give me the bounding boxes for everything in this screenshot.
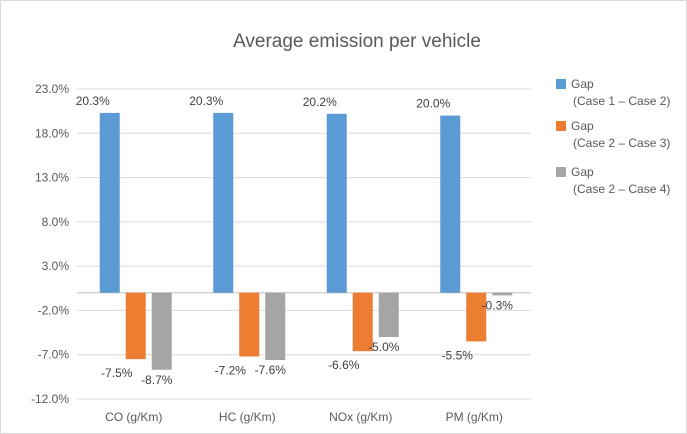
x-axis-labels: CO (g/Km) HC (g/Km) NOx (g/Km) PM (g/Km) xyxy=(105,410,503,424)
legend-label: (Case 2 – Case 3) xyxy=(573,136,670,150)
bar xyxy=(440,115,461,293)
x-tick-label: HC (g/Km) xyxy=(219,410,276,424)
data-labels: 20.3% -7.5% -8.7% 20.3% -7.2% -7.6% 20.2% -6.6%… xyxy=(76,94,514,387)
legend-label: (Case 1 – Case 2) xyxy=(573,94,670,108)
data-label: -0.3% xyxy=(482,298,514,312)
legend-swatch xyxy=(556,121,566,131)
data-label: 20.2% xyxy=(303,95,337,109)
y-tick-label: 8.0% xyxy=(42,215,70,229)
data-label: 20.3% xyxy=(76,94,110,108)
y-axis: 23.0% 18.0% 13.0% 8.0% 3.0% -2.0% -7.0% -12.0% xyxy=(31,82,531,406)
data-label: -7.5% xyxy=(101,366,133,380)
y-tick-label: 13.0% xyxy=(35,171,69,185)
data-label: 20.3% xyxy=(189,94,223,108)
data-label: -6.6% xyxy=(328,358,360,372)
bar xyxy=(326,113,347,293)
x-tick-label: NOx (g/Km) xyxy=(329,410,392,424)
bar xyxy=(492,292,513,296)
y-tick-label: 18.0% xyxy=(35,126,69,140)
bar xyxy=(239,292,260,357)
y-tick-label: -12.0% xyxy=(31,392,69,406)
legend: Gap (Case 1 – Case 2) Gap (Case 2 – Case 3)… xyxy=(556,77,670,196)
bar xyxy=(466,292,487,342)
legend-swatch xyxy=(556,79,566,89)
data-label: -8.7% xyxy=(141,373,173,387)
data-label: -7.2% xyxy=(215,363,247,377)
data-label: -5.0% xyxy=(368,340,400,354)
bar xyxy=(125,292,146,360)
legend-swatch xyxy=(556,167,566,177)
y-tick-label: 23.0% xyxy=(35,82,69,96)
bar xyxy=(352,292,373,352)
y-tick-label: -7.0% xyxy=(38,348,70,362)
data-label: -5.5% xyxy=(442,348,474,362)
data-label: -7.6% xyxy=(255,363,287,377)
legend-label: Gap xyxy=(571,119,594,133)
bar xyxy=(213,112,234,293)
y-tick-label: -2.0% xyxy=(38,303,70,317)
data-label: 20.0% xyxy=(416,97,450,111)
y-tick-label: 3.0% xyxy=(42,259,70,273)
legend-label: (Case 2 – Case 4) xyxy=(573,182,670,196)
x-tick-label: CO (g/Km) xyxy=(105,410,162,424)
x-tick-label: PM (g/Km) xyxy=(446,410,503,424)
bar xyxy=(151,292,172,370)
bar xyxy=(99,112,120,293)
bars xyxy=(99,112,513,370)
chart-title: Average emission per vehicle xyxy=(233,31,481,52)
bar xyxy=(378,292,399,337)
legend-label: Gap xyxy=(571,77,594,91)
legend-label: Gap xyxy=(571,165,594,179)
bar xyxy=(265,292,286,361)
